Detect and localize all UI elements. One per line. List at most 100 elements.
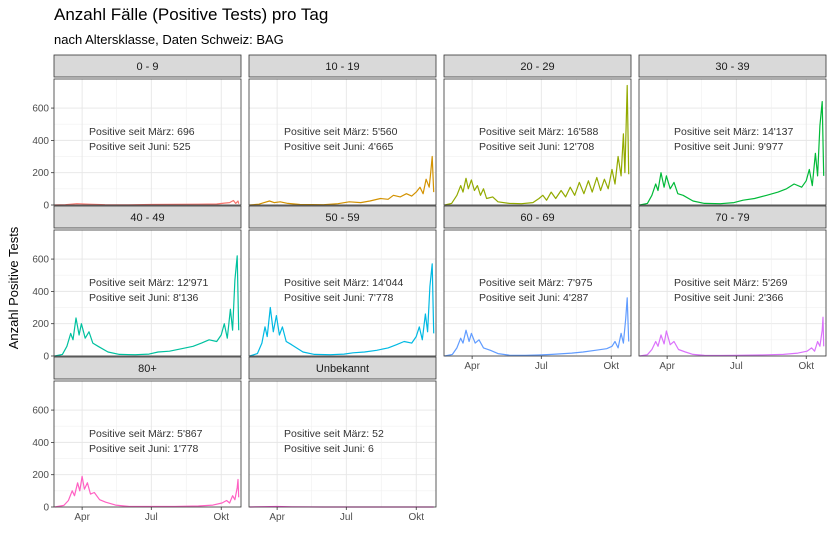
- x-tick-label: Jul: [340, 512, 353, 523]
- x-tick-label: Okt: [408, 512, 424, 523]
- facet-strip-label: 70 - 79: [715, 212, 749, 224]
- facet-strip: [53, 356, 242, 380]
- panel-border: [53, 78, 242, 206]
- facet-annotation: Positive seit Juni: 12'708: [479, 141, 594, 153]
- facet-annotation: Positive seit März: 12'971: [89, 277, 208, 289]
- panel-border: [53, 380, 242, 508]
- series-line: [54, 199, 240, 206]
- facet-panel: 20 - 29 Positive seit März: 16'588 Positiv…: [443, 54, 632, 206]
- panel-border: [248, 78, 437, 206]
- facet-strip-label: 60 - 69: [520, 212, 554, 224]
- y-tick-label: 400: [32, 136, 49, 147]
- facet-strip-label: 0 - 9: [136, 61, 158, 73]
- facet-annotation: Positive seit März: 5'269: [674, 277, 788, 289]
- y-tick-label: 600: [32, 406, 49, 417]
- y-tick-label: 0: [43, 503, 49, 514]
- facet-panel: 80+ Positive seit März: 5'867 Positive sei…: [32, 356, 242, 523]
- facet-panels: 0 - 9 Positive seit März: 696 Positive sei…: [32, 54, 827, 523]
- facet-annotation: Positive seit März: 5'867: [89, 428, 203, 440]
- facet-annotation: Positive seit Juni: 7'778: [284, 292, 394, 304]
- panel-border: [248, 229, 437, 357]
- facet-annotation: Positive seit März: 7'975: [479, 277, 593, 289]
- panel-border: [248, 380, 437, 508]
- x-tick-label: Apr: [659, 361, 675, 372]
- panel-grid: [54, 79, 241, 206]
- facet-strip: [248, 54, 437, 78]
- facet-strip: [53, 54, 242, 78]
- chart-subtitle: nach Altersklasse, Daten Schweiz: BAG: [54, 32, 284, 47]
- y-axis-label: Anzahl Positive Tests: [6, 226, 21, 349]
- series-line: [639, 316, 825, 357]
- x-tick-label: Okt: [213, 512, 229, 523]
- facet-annotation: Positive seit März: 14'044: [284, 277, 403, 289]
- x-tick-label: Jul: [145, 512, 158, 523]
- facet-panel: 40 - 49 Positive seit März: 12'971 Positiv…: [32, 205, 242, 363]
- series-line: [249, 155, 435, 206]
- facet-panel: 70 - 79 Positive seit März: 5'269 Positive…: [638, 205, 827, 372]
- y-tick-label: 200: [32, 470, 49, 481]
- facet-annotation: Positive seit Juni: 4'287: [479, 292, 589, 304]
- y-tick-label: 0: [43, 201, 49, 212]
- chart-title: Anzahl Fälle (Positive Tests) pro Tag: [54, 5, 328, 24]
- x-tick-label: Jul: [730, 361, 743, 372]
- x-tick-label: Apr: [74, 512, 90, 523]
- facet-panel: Unbekannt Positive seit März: 52 Positive …: [248, 356, 437, 523]
- y-tick-label: 200: [32, 168, 49, 179]
- facet-strip-label: 10 - 19: [325, 61, 359, 73]
- y-tick-label: 400: [32, 438, 49, 449]
- facet-strip-label: 30 - 39: [715, 61, 749, 73]
- facet-panel: 50 - 59 Positive seit März: 14'044 Positiv…: [248, 205, 437, 357]
- series-line: [444, 84, 630, 206]
- facet-annotation: Positive seit März: 5'560: [284, 126, 398, 138]
- panel-grid: [54, 381, 241, 508]
- facet-annotation: Positive seit Juni: 1'778: [89, 443, 199, 455]
- facet-strip: [638, 205, 827, 229]
- y-tick-label: 200: [32, 319, 49, 330]
- facet-annotation: Positive seit März: 16'588: [479, 126, 598, 138]
- facet-annotation: Positive seit Juni: 8'136: [89, 292, 199, 304]
- y-tick-label: 600: [32, 104, 49, 115]
- facet-annotation: Positive seit März: 696: [89, 126, 195, 138]
- facet-panel: 60 - 69 Positive seit März: 7'975 Positive…: [443, 205, 632, 372]
- facet-strip-label: 20 - 29: [520, 61, 554, 73]
- series-line: [249, 263, 435, 357]
- panel-border: [443, 229, 632, 357]
- facet-strip: [248, 205, 437, 229]
- facet-annotation: Positive seit März: 14'137: [674, 126, 793, 138]
- facet-panel: 10 - 19 Positive seit März: 5'560 Positive…: [248, 54, 437, 206]
- panel-grid: [249, 381, 436, 508]
- x-tick-label: Okt: [603, 361, 619, 372]
- panel-grid: [639, 79, 826, 206]
- y-tick-label: 600: [32, 255, 49, 266]
- series-line: [444, 297, 630, 357]
- facet-strip-label: 40 - 49: [130, 212, 164, 224]
- panel-border: [443, 78, 632, 206]
- facet-strip: [638, 54, 827, 78]
- facet-panel: 0 - 9 Positive seit März: 696 Positive sei…: [32, 54, 242, 212]
- panel-border: [53, 229, 242, 357]
- series-line: [639, 101, 825, 206]
- facet-strip: [443, 205, 632, 229]
- facet-annotation: Positive seit Juni: 525: [89, 141, 191, 153]
- y-tick-label: 0: [43, 352, 49, 363]
- facet-annotation: Positive seit Juni: 2'366: [674, 292, 784, 304]
- facet-strip: [53, 205, 242, 229]
- facet-strip-label: 80+: [138, 363, 157, 375]
- panel-grid: [249, 79, 436, 206]
- facet-annotation: Positive seit März: 52: [284, 428, 384, 440]
- x-tick-label: Jul: [535, 361, 548, 372]
- series-line: [54, 475, 240, 508]
- facet-strip: [443, 54, 632, 78]
- facet-panel: 30 - 39 Positive seit März: 14'137 Positiv…: [638, 54, 827, 206]
- facet-annotation: Positive seit Juni: 6: [284, 443, 374, 455]
- x-tick-label: Okt: [798, 361, 814, 372]
- x-tick-label: Apr: [464, 361, 480, 372]
- facet-strip: [248, 356, 437, 380]
- facet-strip-label: Unbekannt: [316, 363, 369, 375]
- panel-border: [638, 78, 827, 206]
- y-tick-label: 400: [32, 287, 49, 298]
- x-tick-label: Apr: [269, 512, 285, 523]
- facet-annotation: Positive seit Juni: 4'665: [284, 141, 394, 153]
- facet-annotation: Positive seit Juni: 9'977: [674, 141, 784, 153]
